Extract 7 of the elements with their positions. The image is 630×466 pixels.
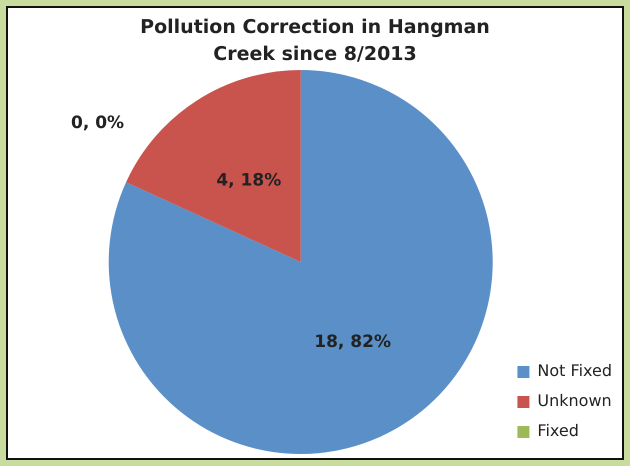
legend-label: Fixed	[537, 421, 579, 440]
legend-label: Not Fixed	[537, 361, 612, 380]
chart-title: Pollution Correction in Hangman Creek since 8/2013	[139, 15, 491, 67]
legend-label: Unknown	[537, 391, 612, 410]
text: 0, 0%	[70, 113, 124, 134]
data-label: 4, 18%	[216, 170, 282, 191]
data-label: 18, 82%	[314, 332, 391, 352]
